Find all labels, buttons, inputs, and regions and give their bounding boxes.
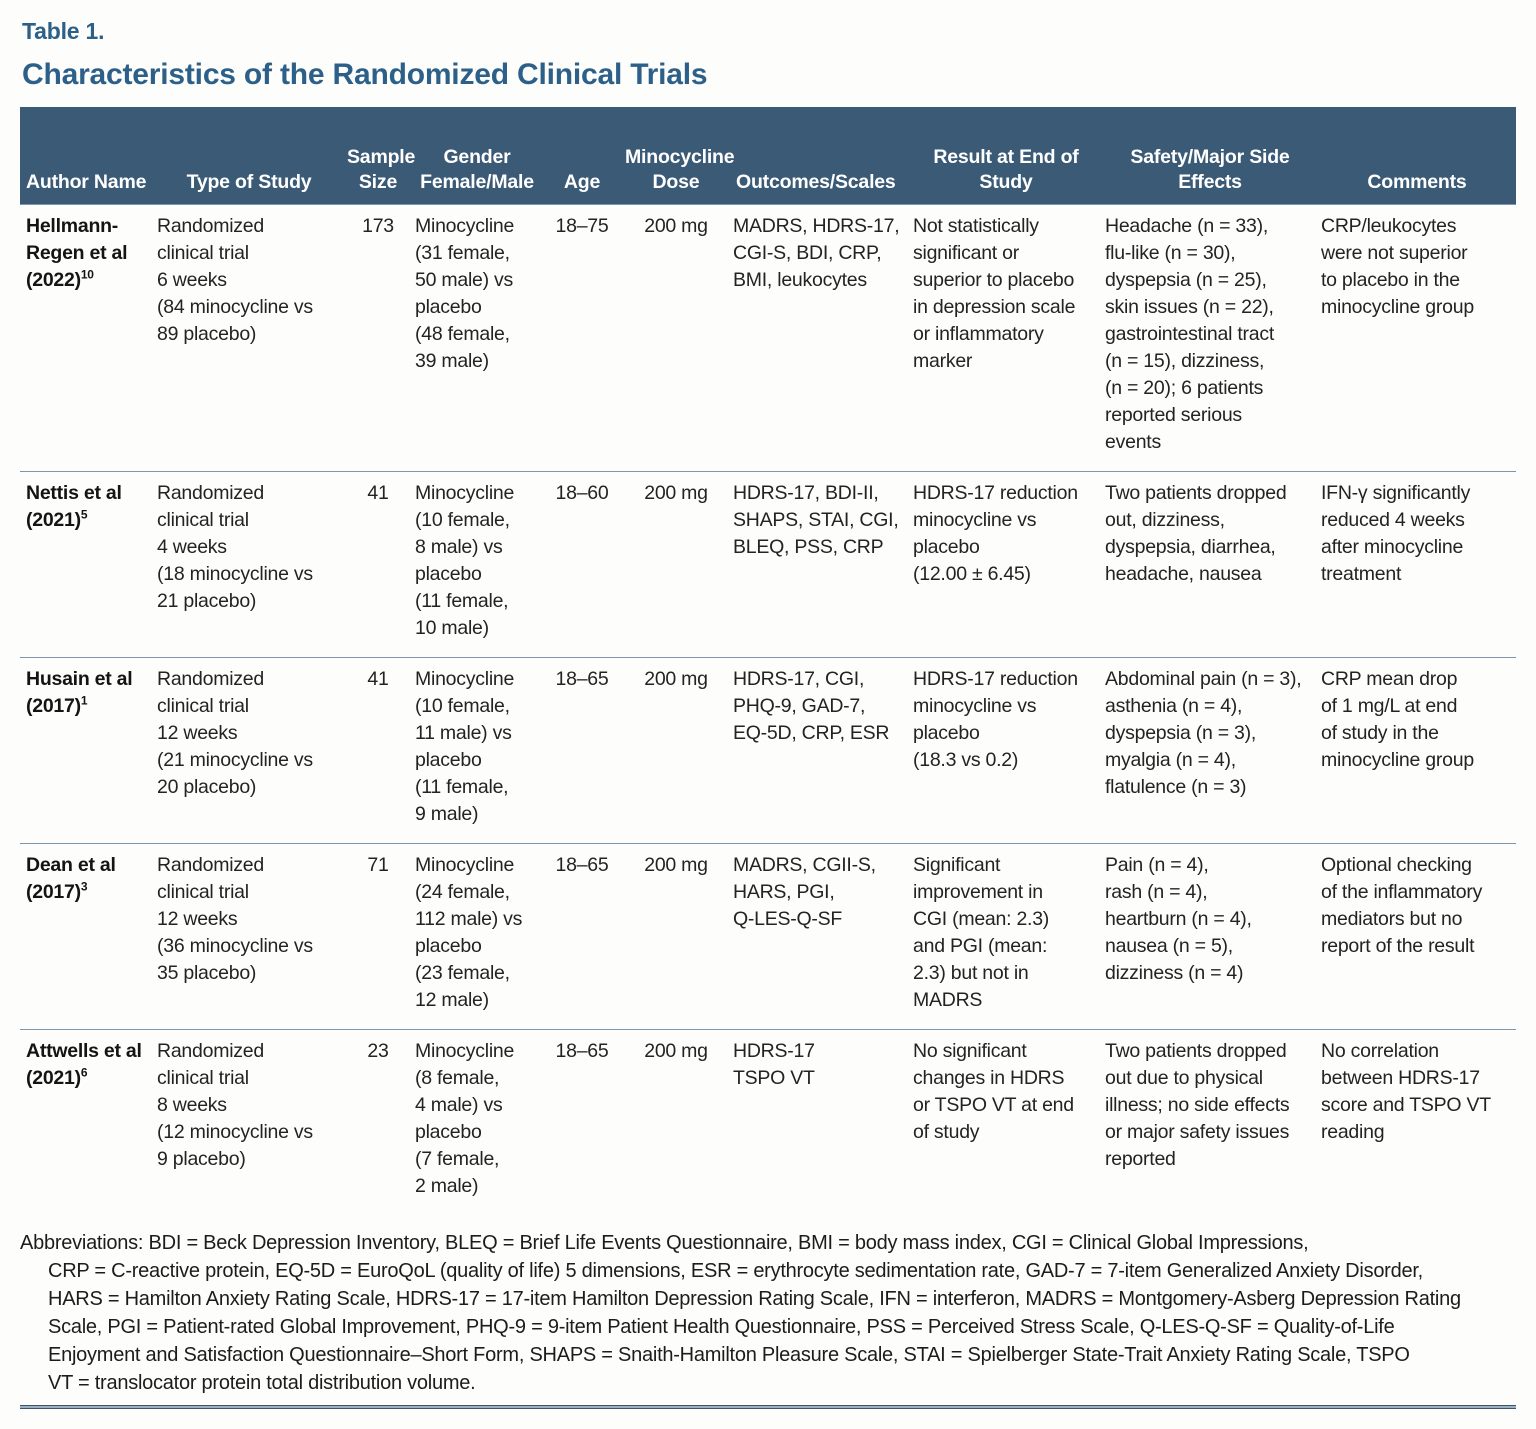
cell-sample-size: 41 (367, 667, 389, 690)
characteristics-table: Author Name Type of Study Sample Size Ge… (20, 107, 1516, 1215)
cell-author: Attwells et al (2021)6 (20, 1029, 154, 1215)
col-header-outcomes-scales: Outcomes/Scales (730, 107, 910, 204)
cell-type-of-study: Randomized clinical trial 12 weeks (21 m… (157, 667, 313, 798)
col-header-comments: Comments (1318, 107, 1516, 204)
cell-result: Significant improvement in CGI (mean: 2.… (913, 853, 1050, 1011)
cell-author: Nettis et al (2021)5 (20, 471, 154, 657)
cell-sample-size: 41 (367, 481, 389, 504)
author-reference-superscript: 10 (80, 267, 94, 281)
author-name: Attwells et al (2021) (26, 1039, 142, 1089)
cell-type-of-study: Randomized clinical trial 12 weeks (36 m… (157, 853, 313, 984)
cell-outcomes: HDRS-17, BDI-II, SHAPS, STAI, CGI, BLEQ,… (733, 481, 899, 558)
cell-safety: Two patients dropped out, dizziness, dys… (1105, 481, 1287, 585)
table-body: Hellmann- Regen et al (2022)10 Randomize… (20, 204, 1516, 1215)
author-name: Husain et al (2017) (26, 667, 133, 717)
cell-result: HDRS-17 reduction minocycline vs placebo… (913, 481, 1078, 585)
cell-safety: Headache (n = 33), flu-like (n = 30), dy… (1105, 214, 1275, 453)
table-row-dean: Dean et al (2017)3 Randomized clinical t… (20, 843, 1516, 1029)
table-row-nettis: Nettis et al (2021)5 Randomized clinical… (20, 471, 1516, 657)
cell-comments: CRP/leukocytes were not superior to plac… (1321, 214, 1474, 318)
cell-author: Dean et al (2017)3 (20, 843, 154, 1029)
author-reference-superscript: 5 (80, 507, 88, 521)
cell-type-of-study: Randomized clinical trial 6 weeks (84 mi… (157, 214, 313, 345)
cell-dose: 200 mg (644, 481, 708, 504)
cell-comments: IFN-γ significantly reduced 4 weeks afte… (1321, 481, 1471, 585)
col-header-gender: Gender Female/Male (412, 107, 542, 204)
cell-age: 18–60 (555, 481, 609, 504)
cell-type-of-study: Randomized clinical trial 4 weeks (18 mi… (157, 481, 313, 612)
cell-age: 18–65 (555, 1039, 609, 1062)
col-header-result-end-of-study: Result at End of Study (910, 107, 1102, 204)
author-reference-superscript: 1 (80, 693, 88, 707)
table-row-attwells: Attwells et al (2021)6 Randomized clinic… (20, 1029, 1516, 1215)
cell-dose: 200 mg (644, 1039, 708, 1062)
col-header-safety-side-effects: Safety/Major Side Effects (1102, 107, 1318, 204)
cell-result: Not statistically significant or superio… (913, 214, 1076, 372)
cell-gender: Minocycline (31 female, 50 male) vs plac… (415, 214, 515, 372)
table-row-hellmann-regen: Hellmann- Regen et al (2022)10 Randomize… (20, 204, 1516, 471)
cell-outcomes: MADRS, CGII-S, HARS, PGI, Q-LES-Q-SF (733, 853, 876, 930)
cell-dose: 200 mg (644, 853, 708, 876)
table-row-husain: Husain et al (2017)1 Randomized clinical… (20, 657, 1516, 843)
bottom-rule (20, 1404, 1516, 1409)
cell-outcomes: MADRS, HDRS-17, CGI-S, BDI, CRP, BMI, le… (733, 214, 900, 291)
cell-age: 18–65 (555, 853, 609, 876)
cell-safety: Two patients dropped out due to physical… (1105, 1039, 1290, 1170)
cell-result: HDRS-17 reduction minocycline vs placebo… (913, 667, 1078, 771)
table-header-row: Author Name Type of Study Sample Size Ge… (20, 107, 1516, 204)
cell-comments: Optional checking of the inflammatory me… (1321, 853, 1483, 957)
cell-safety: Pain (n = 4), rash (n = 4), heartburn (n… (1105, 853, 1252, 984)
cell-dose: 200 mg (644, 667, 708, 690)
table-number-label: Table 1. (22, 18, 105, 44)
author-name: Nettis et al (2021) (26, 481, 122, 531)
cell-gender: Minocycline (10 female, 11 male) vs plac… (415, 667, 515, 825)
cell-age: 18–65 (555, 667, 609, 690)
cell-age: 18–75 (555, 214, 609, 237)
cell-sample-size: 71 (367, 853, 389, 876)
col-header-minocycline-dose: Minocycline Dose (622, 107, 735, 204)
cell-outcomes: HDRS-17 TSPO VT (733, 1039, 815, 1089)
cell-dose: 200 mg (644, 214, 708, 237)
col-header-type-of-study: Type of Study (154, 107, 344, 204)
cell-gender: Minocycline (24 female, 112 male) vs pla… (415, 853, 523, 1011)
author-reference-superscript: 3 (80, 879, 88, 893)
cell-safety: Abdominal pain (n = 3), asthenia (n = 4)… (1105, 667, 1302, 798)
col-header-sample-size: Sample Size (344, 107, 415, 204)
col-header-author-name: Author Name (20, 107, 154, 204)
abbreviations-footnote: Abbreviations: BDI = Beck Depression Inv… (20, 1231, 1461, 1394)
author-name: Dean et al (2017) (26, 853, 116, 903)
author-reference-superscript: 6 (80, 1065, 88, 1079)
cell-type-of-study: Randomized clinical trial 8 weeks (12 mi… (157, 1039, 313, 1170)
cell-comments: No correlation between HDRS-17 score and… (1321, 1039, 1491, 1143)
cell-author: Hellmann- Regen et al (2022)10 (20, 204, 154, 471)
cell-sample-size: 23 (367, 1039, 389, 1062)
cell-gender: Minocycline (10 female, 8 male) vs place… (415, 481, 515, 639)
table-header: Author Name Type of Study Sample Size Ge… (20, 107, 1516, 204)
col-header-age: Age (542, 107, 622, 204)
cell-outcomes: HDRS-17, CGI, PHQ-9, GAD-7, EQ-5D, CRP, … (733, 667, 890, 744)
cell-gender: Minocycline (8 female, 4 male) vs placeb… (415, 1039, 515, 1197)
cell-author: Husain et al (2017)1 (20, 657, 154, 843)
cell-result: No significant changes in HDRS or TSPO V… (913, 1039, 1074, 1143)
author-name: Hellmann- Regen et al (2022) (26, 214, 128, 291)
page-title: Characteristics of the Randomized Clinic… (22, 58, 708, 91)
cell-comments: CRP mean drop of 1 mg/L at end of study … (1321, 667, 1474, 771)
cell-sample-size: 173 (362, 214, 394, 237)
